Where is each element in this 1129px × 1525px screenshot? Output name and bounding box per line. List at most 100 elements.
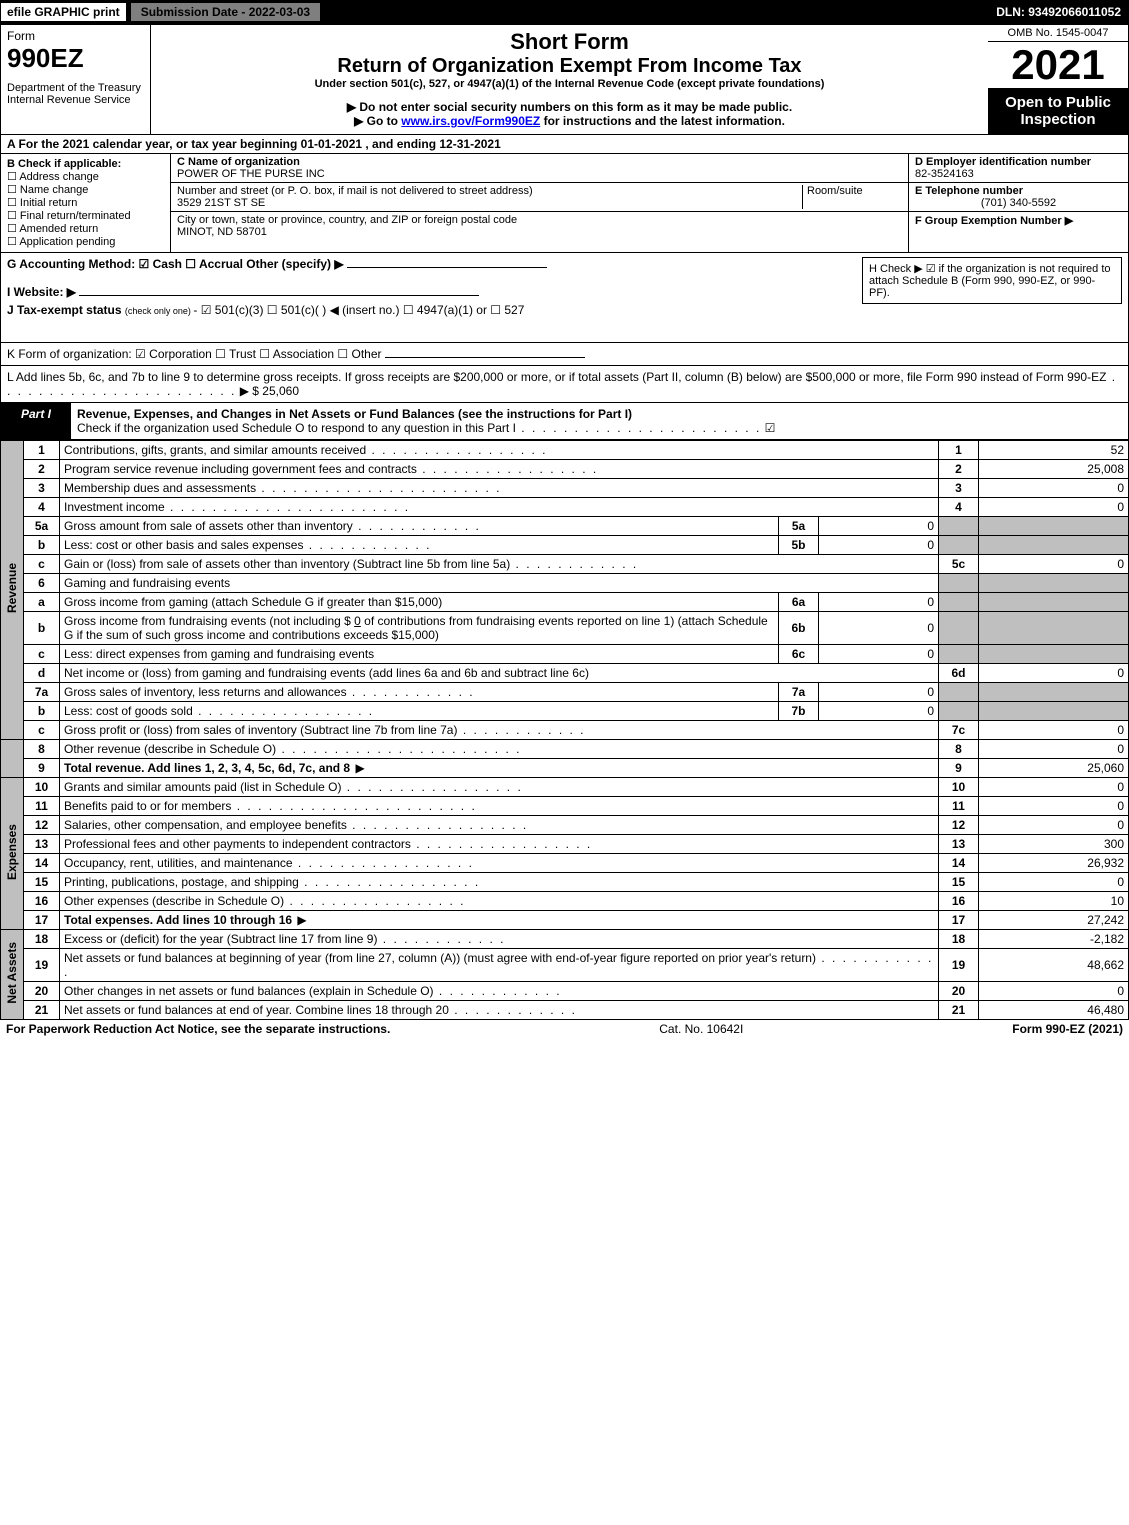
l6d-val: 0: [979, 664, 1129, 683]
l5b-val: 0: [819, 536, 939, 555]
col-b-check-applicable: B Check if applicable: ☐ Address change …: [1, 154, 171, 252]
line-l: L Add lines 5b, 6c, and 7b to line 9 to …: [0, 366, 1129, 403]
tax-year: 2021: [988, 42, 1128, 88]
ein-value: 82-3524163: [915, 168, 1122, 180]
l7a-val: 0: [819, 683, 939, 702]
chk-initial-return[interactable]: ☐ Initial return: [7, 196, 164, 209]
l8-desc: Other revenue (describe in Schedule O): [60, 740, 939, 759]
footer-left: For Paperwork Reduction Act Notice, see …: [6, 1022, 390, 1036]
row-a-tax-year: A For the 2021 calendar year, or tax yea…: [0, 135, 1129, 154]
l10-val: 0: [979, 778, 1129, 797]
city-label: City or town, state or province, country…: [177, 214, 902, 226]
omb-number: OMB No. 1545-0047: [988, 25, 1128, 42]
section-b-c-d-e-f: B Check if applicable: ☐ Address change …: [0, 154, 1129, 253]
footer-right: Form 990-EZ (2021): [1012, 1022, 1123, 1036]
chk-address-change[interactable]: ☐ Address change: [7, 170, 164, 183]
short-form-title: Short Form: [155, 29, 984, 55]
l1-desc: Contributions, gifts, grants, and simila…: [60, 441, 939, 460]
l7a-desc: Gross sales of inventory, less returns a…: [60, 683, 779, 702]
l1-val: 52: [979, 441, 1129, 460]
l1-num: 1: [24, 441, 60, 460]
chk-application-pending[interactable]: ☐ Application pending: [7, 235, 164, 248]
l5a-desc: Gross amount from sale of assets other t…: [60, 517, 779, 536]
l3-desc: Membership dues and assessments: [60, 479, 939, 498]
submission-date: Submission Date - 2022-03-03: [131, 3, 320, 21]
ein-label: D Employer identification number: [915, 156, 1122, 168]
l6a-desc: Gross income from gaming (attach Schedul…: [60, 593, 779, 612]
l12-desc: Salaries, other compensation, and employ…: [60, 816, 939, 835]
l11-val: 0: [979, 797, 1129, 816]
l12-val: 0: [979, 816, 1129, 835]
l15-desc: Printing, publications, postage, and shi…: [60, 873, 939, 892]
header-left: Form 990EZ Department of the Treasury In…: [1, 25, 151, 134]
sidetab-revenue: Revenue: [1, 441, 24, 740]
lines-table: Revenue 1 Contributions, gifts, grants, …: [0, 440, 1129, 1020]
org-name: POWER OF THE PURSE INC: [177, 168, 902, 180]
l4-desc: Investment income: [60, 498, 939, 517]
l17-val: 27,242: [979, 911, 1129, 930]
dept-irs: Internal Revenue Service: [7, 94, 144, 106]
l7b-desc: Less: cost of goods sold: [60, 702, 779, 721]
form-label: Form: [7, 29, 144, 43]
l3-val: 0: [979, 479, 1129, 498]
l7c-desc: Gross profit or (loss) from sales of inv…: [60, 721, 939, 740]
col-d-e-f: D Employer identification number 82-3524…: [908, 154, 1128, 252]
mid-block-g-h-i-j: G Accounting Method: ☑ Cash ☐ Accrual Ot…: [0, 253, 1129, 343]
page-footer: For Paperwork Reduction Act Notice, see …: [0, 1020, 1129, 1038]
l5a-val: 0: [819, 517, 939, 536]
col-c-org-info: C Name of organization POWER OF THE PURS…: [171, 154, 908, 252]
chk-amended-return[interactable]: ☐ Amended return: [7, 222, 164, 235]
goto-link[interactable]: www.irs.gov/Form990EZ: [401, 114, 540, 128]
chk-final-return[interactable]: ☐ Final return/terminated: [7, 209, 164, 222]
l7b-val: 0: [819, 702, 939, 721]
l6b-desc: Gross income from fundraising events (no…: [60, 612, 779, 645]
goto-pre: ▶ Go to: [354, 114, 401, 128]
l5c-val: 0: [979, 555, 1129, 574]
open-inspection: Open to Public Inspection: [988, 88, 1128, 134]
part-i-bar: Part I Revenue, Expenses, and Changes in…: [0, 403, 1129, 440]
l9-desc: Total revenue. Add lines 1, 2, 3, 4, 5c,…: [60, 759, 939, 778]
l9-val: 25,060: [979, 759, 1129, 778]
l10-desc: Grants and similar amounts paid (list in…: [60, 778, 939, 797]
phone-value: (701) 340-5592: [915, 197, 1122, 209]
l13-desc: Professional fees and other payments to …: [60, 835, 939, 854]
l6c-val: 0: [819, 645, 939, 664]
form-header: Form 990EZ Department of the Treasury In…: [0, 24, 1129, 135]
l1-box: 1: [939, 441, 979, 460]
goto-line: ▶ Go to www.irs.gov/Form990EZ for instru…: [155, 114, 984, 128]
l6b-val: 0: [819, 612, 939, 645]
l16-desc: Other expenses (describe in Schedule O): [60, 892, 939, 911]
l4-val: 0: [979, 498, 1129, 517]
goto-post: for instructions and the latest informat…: [540, 114, 785, 128]
line-h: H Check ▶ ☑ if the organization is not r…: [862, 257, 1122, 304]
l2-desc: Program service revenue including govern…: [60, 460, 939, 479]
l14-desc: Occupancy, rent, utilities, and maintena…: [60, 854, 939, 873]
l6a-val: 0: [819, 593, 939, 612]
l15-val: 0: [979, 873, 1129, 892]
l19-val: 48,662: [979, 949, 1129, 982]
l20-desc: Other changes in net assets or fund bala…: [60, 982, 939, 1001]
l6c-desc: Less: direct expenses from gaming and fu…: [60, 645, 779, 664]
l13-val: 300: [979, 835, 1129, 854]
l5b-desc: Less: cost or other basis and sales expe…: [60, 536, 779, 555]
l5c-desc: Gain or (loss) from sale of assets other…: [60, 555, 939, 574]
part-i-desc: Revenue, Expenses, and Changes in Net As…: [71, 403, 1128, 439]
col-b-title: B Check if applicable:: [7, 158, 164, 170]
line-j: J Tax-exempt status (check only one) - ☑…: [7, 303, 1122, 317]
l6d-desc: Net income or (loss) from gaming and fun…: [60, 664, 939, 683]
l7c-val: 0: [979, 721, 1129, 740]
part-i-tab: Part I: [1, 403, 71, 439]
room-suite-label: Room/suite: [802, 185, 902, 209]
chk-name-change[interactable]: ☐ Name change: [7, 183, 164, 196]
l6-desc: Gaming and fundraising events: [60, 574, 939, 593]
l11-desc: Benefits paid to or for members: [60, 797, 939, 816]
l2-val: 25,008: [979, 460, 1129, 479]
group-exemption-label: F Group Exemption Number ▶: [915, 214, 1122, 227]
no-ssn-note: ▶ Do not enter social security numbers o…: [155, 100, 984, 114]
sidetab-netassets: Net Assets: [1, 930, 24, 1020]
top-bar: efile GRAPHIC print Submission Date - 20…: [0, 0, 1129, 24]
under-section: Under section 501(c), 527, or 4947(a)(1)…: [155, 78, 984, 90]
efile-label: efile GRAPHIC print: [0, 2, 127, 22]
street-label: Number and street (or P. O. box, if mail…: [177, 185, 533, 197]
org-name-label: C Name of organization: [177, 156, 902, 168]
